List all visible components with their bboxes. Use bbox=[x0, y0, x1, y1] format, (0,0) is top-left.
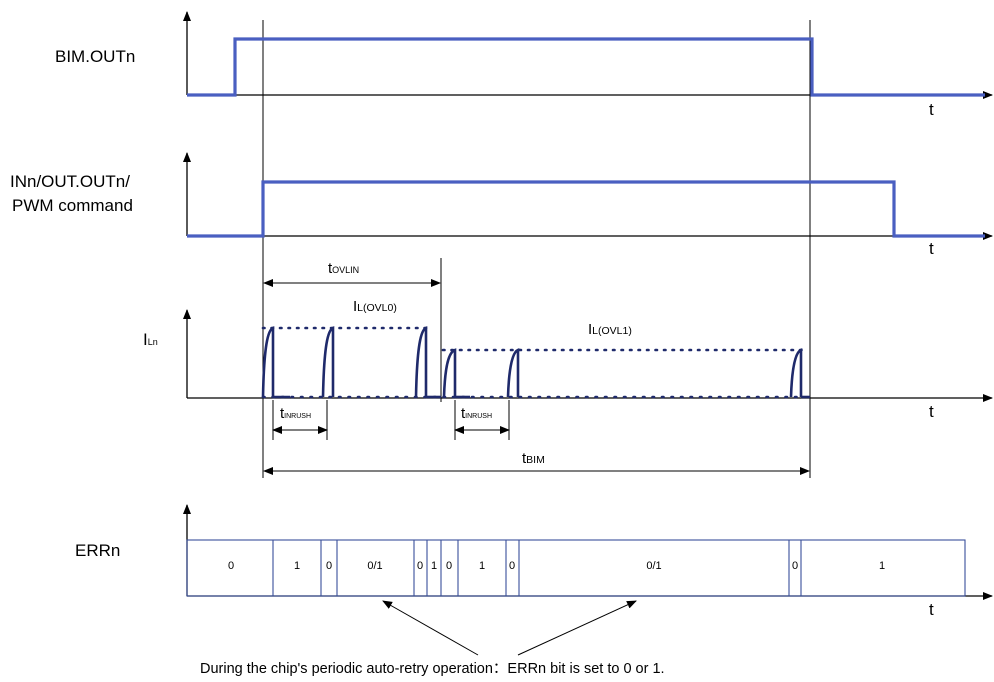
note-arrow-left bbox=[382, 600, 479, 656]
auto-retry-note: During the chip's periodic auto-retry op… bbox=[200, 661, 665, 677]
t-inrush-main-1: t bbox=[280, 405, 285, 422]
axis-t-2: t bbox=[929, 239, 934, 258]
iln-main: I bbox=[143, 330, 148, 349]
t-bim-label: tBIM bbox=[522, 450, 545, 467]
err-cell-2: 0 bbox=[325, 560, 333, 572]
axis-t-4: t bbox=[929, 600, 934, 619]
err-cell-8: 0 bbox=[508, 560, 516, 572]
err-cell-1: 1 bbox=[293, 560, 301, 572]
err-cell-3: 0/1 bbox=[367, 560, 383, 572]
label-in-out-line1: INn/OUT.OUTn/ bbox=[10, 172, 130, 191]
t-ovlin-main: t bbox=[328, 260, 333, 277]
label-in-out-line2: PWM command bbox=[12, 196, 133, 215]
t-inrush-sub-1: INRUSH bbox=[284, 413, 312, 420]
axis-t-3: t bbox=[929, 402, 934, 421]
t-inrush-label-1: tINRUSH bbox=[280, 405, 311, 422]
label-errn: ERRn bbox=[75, 541, 121, 560]
axes bbox=[183, 11, 993, 600]
il-ovl0-sub: L(OVL0) bbox=[357, 302, 397, 314]
il-ovl0-main: I bbox=[353, 298, 358, 315]
err-cell-5: 1 bbox=[430, 560, 438, 572]
current-pulses bbox=[261, 326, 810, 399]
in-out-waveform bbox=[187, 180, 985, 238]
t-inrush-sub-2: INRUSH bbox=[465, 413, 493, 420]
t-bim-sub: BIM bbox=[526, 454, 545, 466]
err-cell-11: 1 bbox=[878, 560, 886, 572]
err-cell-7: 1 bbox=[478, 560, 486, 572]
t-bim-main: t bbox=[522, 450, 527, 467]
err-cell-4: 0 bbox=[416, 560, 424, 572]
t-inrush-main-2: t bbox=[461, 405, 466, 422]
label-iln: ILn bbox=[143, 330, 158, 350]
il-ovl1-main: I bbox=[588, 321, 593, 338]
errn-box bbox=[186, 539, 966, 597]
t-inrush-label-2: tINRUSH bbox=[461, 405, 492, 422]
axis-t-1: t bbox=[929, 100, 934, 119]
t-ovlin-label: tOVLIN bbox=[328, 260, 359, 277]
label-bim-out: BIM.OUTn bbox=[55, 47, 136, 66]
t-ovlin-sub: OVLIN bbox=[332, 265, 360, 275]
il-ovl1-label: IL(OVL1) bbox=[588, 321, 632, 338]
err-cell-0: 0 bbox=[227, 560, 235, 572]
err-cell-6: 0 bbox=[445, 560, 453, 572]
iln-sub: Ln bbox=[147, 337, 158, 347]
note-arrow-right bbox=[517, 600, 637, 656]
il-ovl0-label: IL(OVL0) bbox=[353, 298, 397, 315]
err-cell-10: 0 bbox=[791, 560, 799, 572]
err-cell-9: 0/1 bbox=[646, 560, 662, 572]
bim-out-waveform bbox=[187, 37, 985, 97]
il-ovl1-sub: L(OVL1) bbox=[592, 325, 632, 337]
